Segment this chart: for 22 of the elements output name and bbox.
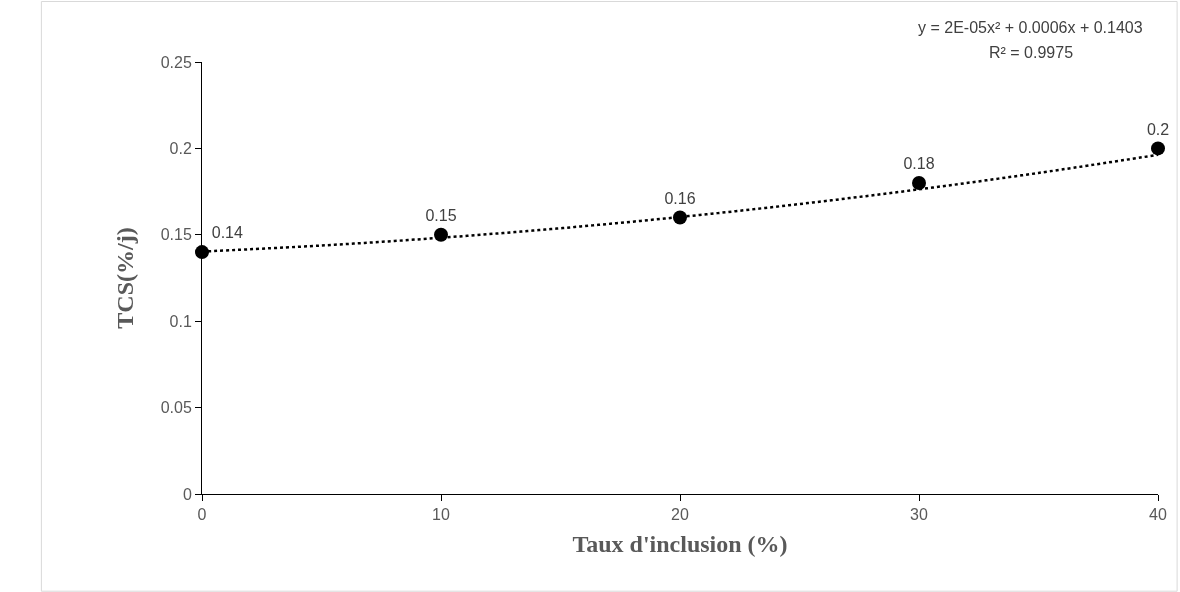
x-tick-label: 10 [432,506,450,524]
point [1151,141,1165,156]
y-tick-label: 0.1 [169,312,192,330]
y-tick-label: 0.05 [160,399,192,417]
x-axis-title: Taux d'inclusion (%) [572,530,788,557]
data-label: 0.14 [211,224,243,242]
point [912,175,926,190]
y-tick-label: 0.2 [169,140,192,157]
x-tick-label: 40 [1149,506,1167,524]
y-tick-label: 0.25 [160,53,192,71]
text: R² = 0.9975 [989,44,1074,61]
data-label: 0.2 [1146,120,1170,138]
y-tick-label: 0 [182,485,192,503]
x-tick-label: 0 [197,506,207,524]
text: y = 2E-05x² + 0.0006x + 0.1403 [918,19,1143,36]
y-tick-label: 0.15 [160,226,192,244]
y-axis-title: TCS(%/j) [111,227,138,329]
x-tick-label: 30 [910,506,928,524]
x-tick-label: 20 [671,506,689,524]
data-label: 0.18 [903,155,935,173]
data-label: 0.16 [664,189,696,207]
data-label: 0.15 [425,207,457,225]
